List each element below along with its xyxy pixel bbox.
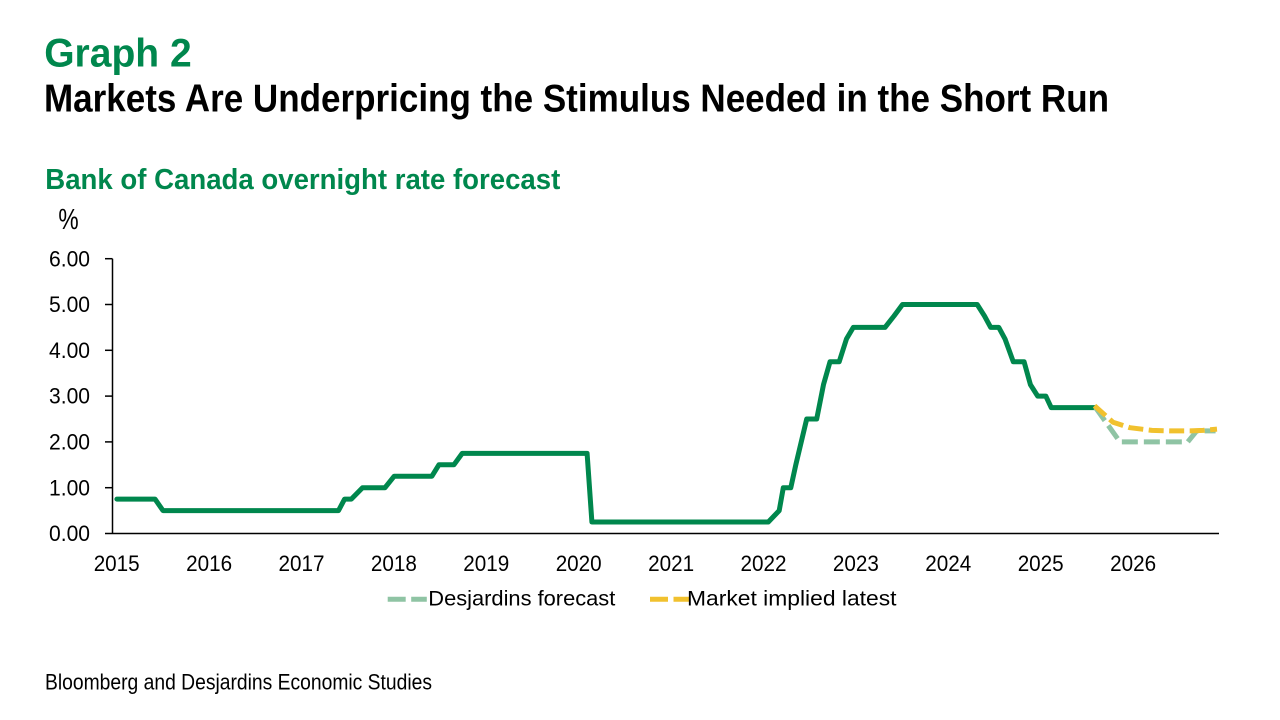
svg-text:2025: 2025: [1018, 551, 1064, 576]
svg-text:Markets Are Underpricing the S: Markets Are Underpricing the Stimulus Ne…: [44, 78, 1109, 121]
svg-text:2024: 2024: [925, 551, 971, 576]
svg-text:2019: 2019: [463, 551, 509, 576]
svg-text:6.00: 6.00: [49, 246, 90, 271]
svg-text:2016: 2016: [186, 551, 232, 576]
svg-text:Bloomberg and Desjardins Econo: Bloomberg and Desjardins Economic Studie…: [45, 670, 432, 695]
svg-text:Desjardins forecast: Desjardins forecast: [428, 588, 615, 611]
svg-text:2017: 2017: [279, 551, 325, 576]
svg-text:Graph 2: Graph 2: [44, 31, 192, 75]
svg-text:%: %: [58, 205, 78, 236]
svg-text:2015: 2015: [94, 551, 140, 576]
svg-text:2023: 2023: [833, 551, 879, 576]
svg-text:2021: 2021: [648, 551, 694, 576]
svg-text:2.00: 2.00: [49, 430, 90, 455]
svg-text:0.00: 0.00: [49, 521, 90, 546]
svg-text:5.00: 5.00: [49, 292, 90, 317]
svg-text:2020: 2020: [556, 551, 602, 576]
svg-text:2026: 2026: [1110, 551, 1156, 576]
svg-text:Market implied latest: Market implied latest: [687, 588, 897, 611]
svg-text:2018: 2018: [371, 551, 417, 576]
svg-text:Bank of Canada overnight rate: Bank of Canada overnight rate forecast: [45, 164, 560, 196]
svg-text:3.00: 3.00: [49, 384, 90, 409]
svg-text:4.00: 4.00: [49, 338, 90, 363]
svg-text:2022: 2022: [741, 551, 787, 576]
svg-text:1.00: 1.00: [49, 475, 90, 500]
